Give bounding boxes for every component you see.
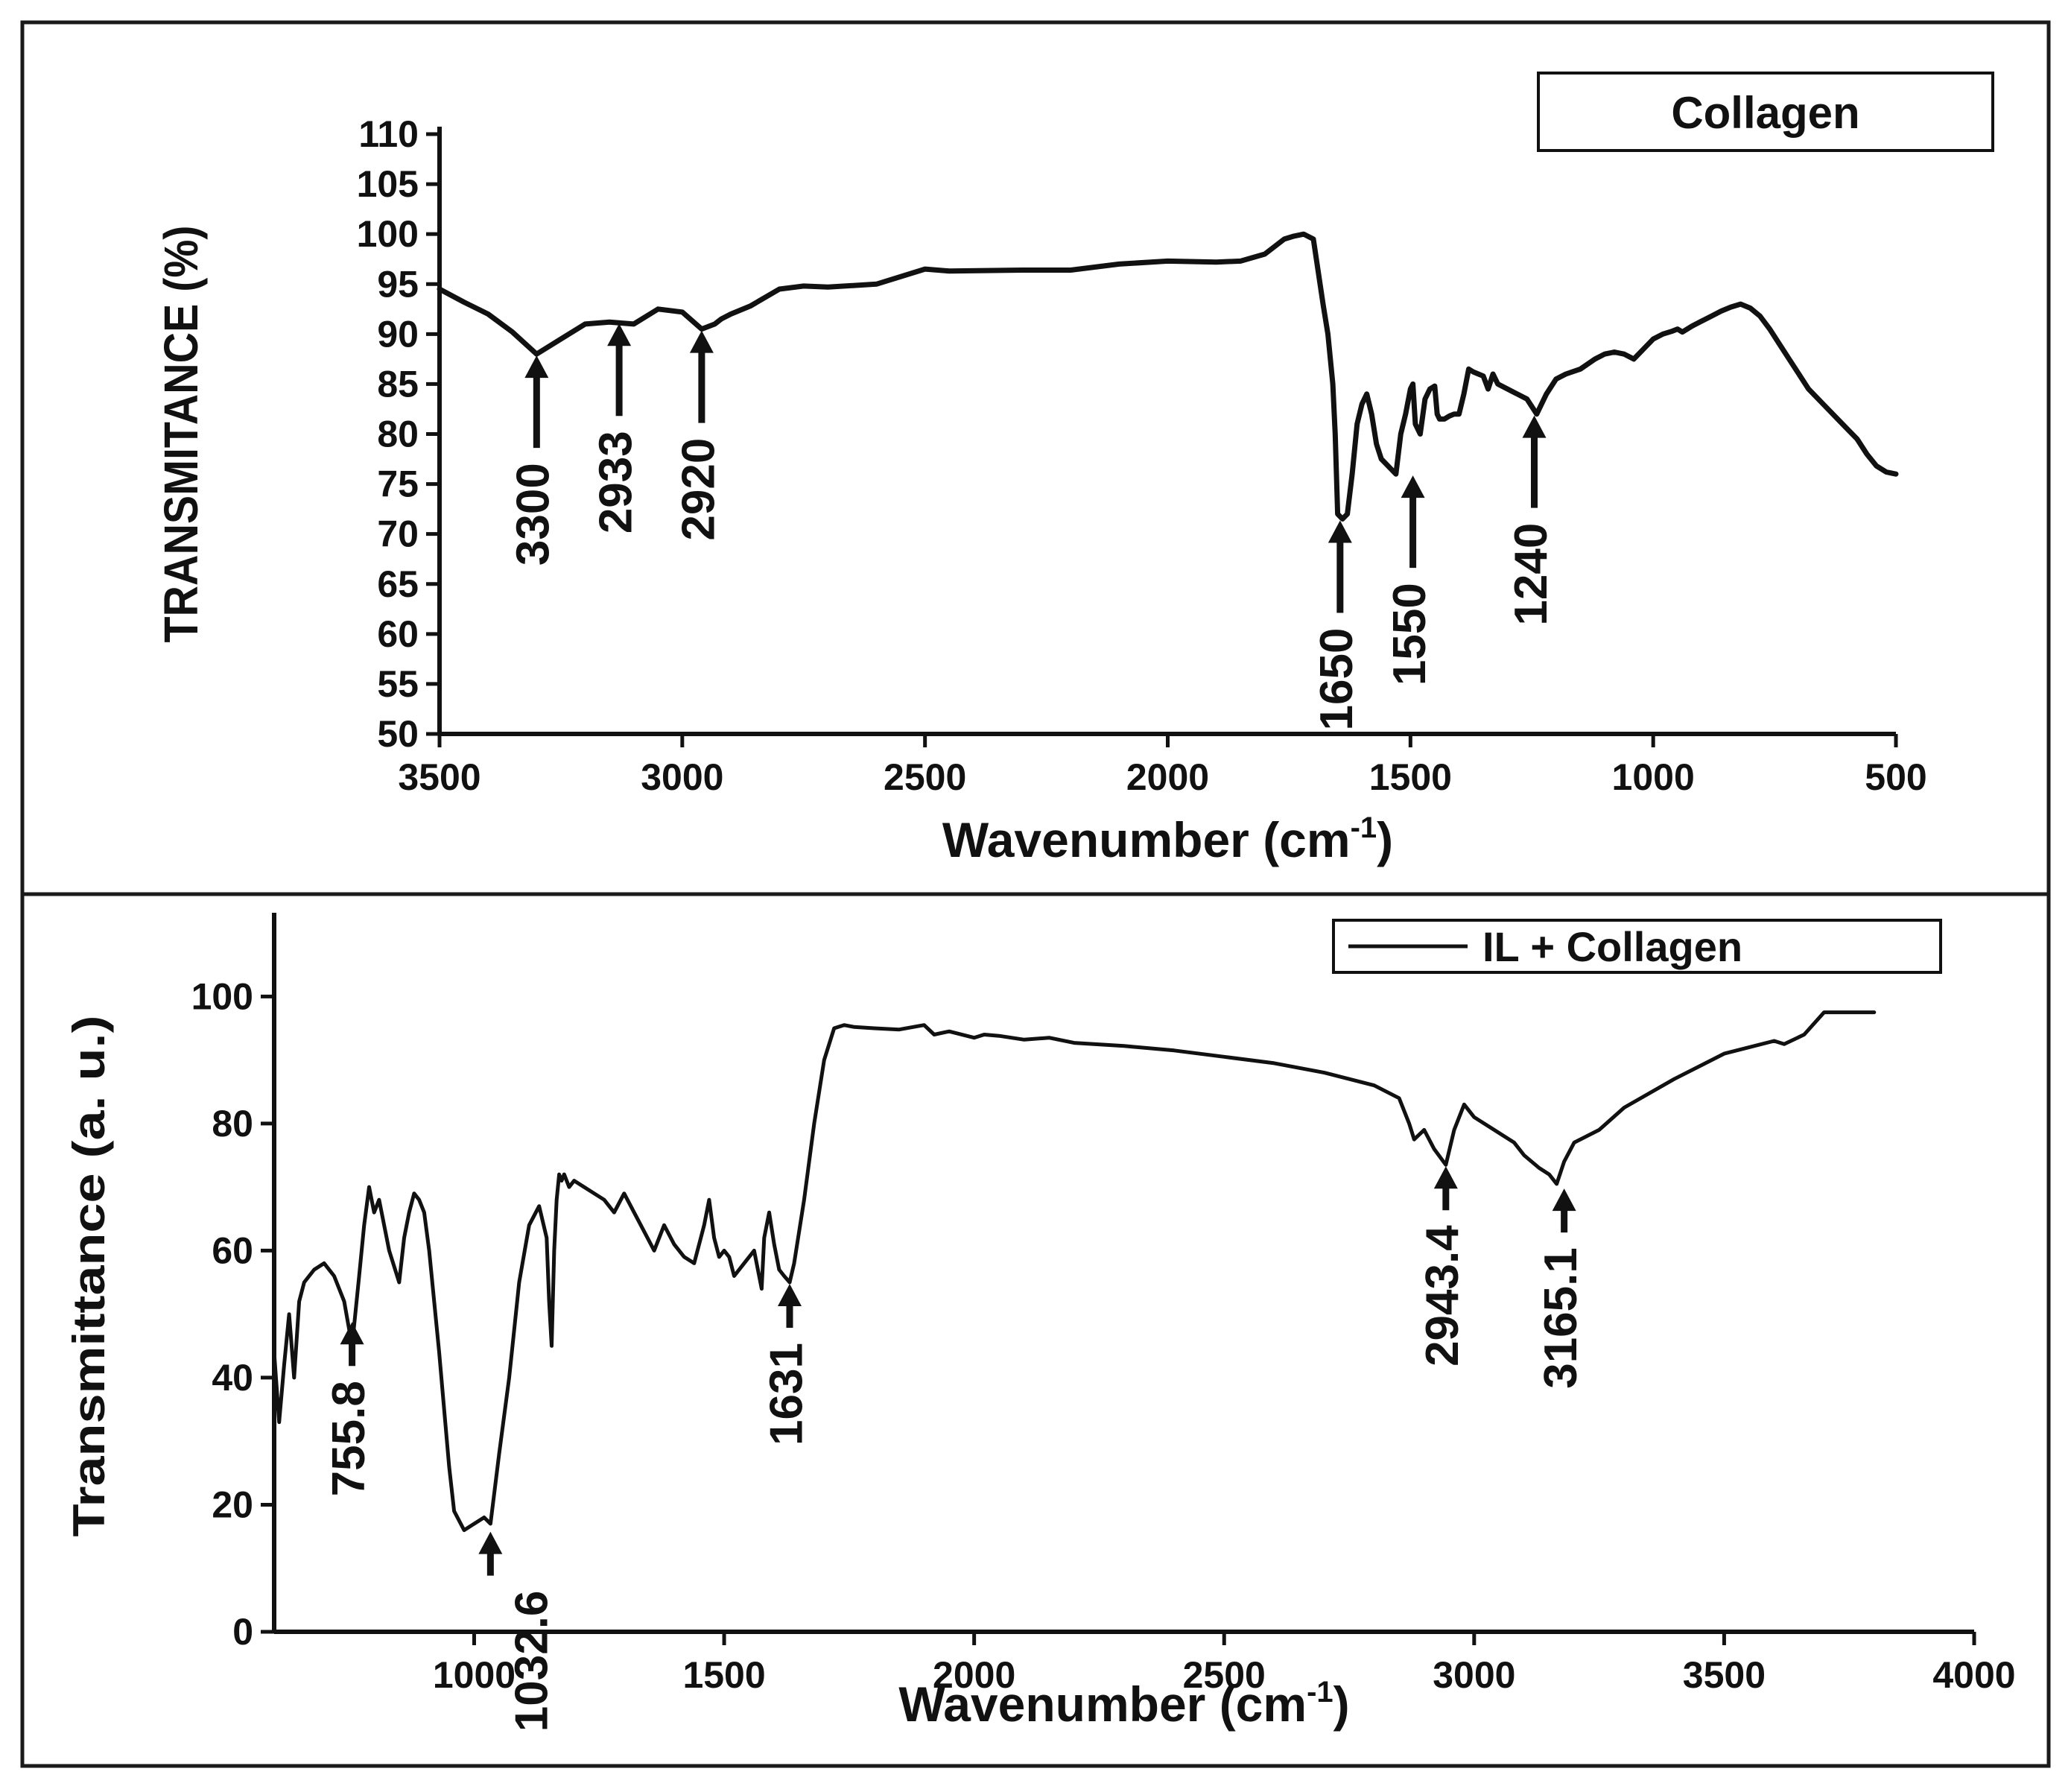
x-tick-label: 4000 [1932, 1654, 2015, 1696]
x-tick-label: 1500 [682, 1654, 765, 1696]
annotation-label-755.8: 755.8 [323, 1381, 375, 1496]
y-axis-title: Transmittance (a. u.) [64, 1016, 114, 1537]
bottom-panel-frame [20, 892, 2051, 1768]
annotation-label-1650: 1650 [1311, 628, 1363, 731]
annotation-label-2920: 2920 [673, 438, 724, 541]
annotation-arrowhead [1522, 415, 1547, 438]
y-tick-label: 0 [232, 1611, 253, 1653]
x-axis-title-word: Wavenumber [942, 812, 1263, 867]
legend-label: Collagen [1671, 88, 1859, 138]
y-tick-label: 95 [377, 263, 419, 305]
y-tick-label: 105 [357, 163, 419, 205]
annotation-label-2943.4: 2943.4 [1417, 1225, 1468, 1367]
il-collagen-ftir-chart: 0 20 40 60 80 100 1000 1500 2000 2500 3000 3500 4000… [64, 913, 2016, 1732]
x-axis-unit: (cm [1263, 812, 1350, 867]
y-tick-label: 20 [212, 1484, 253, 1525]
x-axis-unit-close: ) [1377, 812, 1393, 867]
y-tick-label: 100 [191, 975, 253, 1017]
series-line-collagen [437, 231, 1899, 522]
y-tick-label: 80 [212, 1103, 253, 1144]
y-tick-label: 55 [377, 663, 419, 705]
x-axis-unit-superscript: -1 [1307, 1676, 1333, 1709]
x-tick-label: 3500 [1683, 1654, 1766, 1696]
annotation-label-1240: 1240 [1506, 523, 1557, 626]
x-tick-label: 1500 [1369, 756, 1452, 798]
x-axis-title-word: Wavenumber [898, 1677, 1219, 1732]
y-axis-title: TRANSMITANCE (%) [154, 226, 208, 643]
collagen-ftir-chart: 50 55 60 65 70 75 80 85 90 95 100 105 110 3500 3000 250… [154, 72, 1994, 867]
x-axis-unit-close: ) [1333, 1677, 1350, 1732]
y-tick-label: 60 [212, 1229, 253, 1271]
x-axis-title: Wavenumber (cm-1) [898, 1676, 1349, 1732]
annotation-label-3300: 3300 [508, 463, 559, 566]
annotation-arrowhead [1552, 1188, 1576, 1212]
x-tick-label: 1000 [1612, 756, 1695, 798]
x-tick-label: 500 [1865, 756, 1926, 798]
y-tick-label: 60 [377, 613, 419, 655]
x-tick-label: 3000 [641, 756, 723, 798]
x-tick-label: 3500 [398, 756, 481, 798]
y-tick-label: 85 [377, 363, 419, 405]
annotation-label-1032.6: 1032.6 [507, 1591, 558, 1732]
annotation-arrowhead [607, 323, 632, 346]
x-tick-label: 2500 [884, 756, 966, 798]
y-tick-label: 75 [377, 463, 419, 505]
annotation-arrowhead [340, 1322, 364, 1345]
annotation-arrowhead [478, 1531, 503, 1554]
y-tick-label: 70 [377, 513, 419, 555]
x-tick-label: 2000 [933, 1654, 1015, 1696]
x-tick-label: 3000 [1433, 1654, 1515, 1696]
y-tick-label: 40 [212, 1357, 253, 1399]
annotation-arrowhead [777, 1284, 802, 1307]
series-line-il-collagen [272, 1010, 1877, 1533]
y-tick-label: 90 [377, 313, 419, 355]
x-axis-unit: (cm [1220, 1677, 1307, 1732]
x-axis-title: Wavenumber (cm-1) [942, 811, 1393, 867]
annotation-arrowhead [1328, 520, 1352, 543]
x-tick-label: 2000 [1126, 756, 1209, 798]
annotation-label-1631: 1631 [761, 1343, 812, 1446]
legend-box [1537, 72, 1994, 152]
x-tick-label: 2500 [1183, 1654, 1266, 1696]
annotation-label-3165.1: 3165.1 [1535, 1247, 1587, 1389]
y-tick-label: 65 [377, 563, 419, 605]
y-tick-label: 110 [358, 113, 419, 155]
annotation-arrowhead [1433, 1166, 1458, 1189]
annotation-label-2933: 2933 [590, 431, 641, 534]
y-tick-label: 50 [377, 713, 419, 755]
legend-box [1332, 919, 1942, 974]
y-tick-label: 100 [357, 213, 419, 255]
annotation-arrowhead [689, 330, 714, 353]
top-panel-frame [20, 20, 2051, 896]
annotation-label-1550: 1550 [1384, 583, 1436, 686]
x-tick-label: 1000 [433, 1654, 516, 1696]
legend-label: IL + Collagen [1482, 923, 1742, 970]
x-axis-unit-superscript: -1 [1351, 811, 1377, 844]
annotation-arrowhead [524, 355, 549, 379]
y-tick-label: 80 [377, 414, 419, 455]
annotation-arrowhead [1401, 475, 1425, 498]
